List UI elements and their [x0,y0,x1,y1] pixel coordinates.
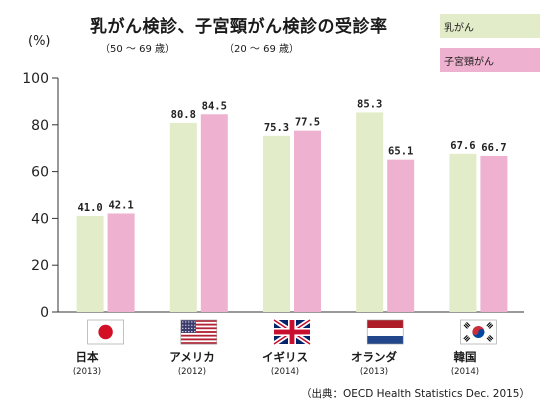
bar-breast [356,112,384,312]
usa-flag-icon [180,319,218,345]
country-label-korea: 韓国 [453,350,477,364]
bar-breast [169,122,197,312]
y-tick-label: 60 [31,165,49,181]
netherlands-flag-icon [366,319,404,345]
chart-title: 乳がん検診、子宮頸がん検診の受診率 [90,17,388,37]
country-label-japan: 日本 [75,350,99,364]
source-note: （出典：OECD Health Statistics Dec. 2015） [300,388,530,400]
y-tick-label: 100 [22,71,49,87]
data-label-cervical: 42.1 [108,199,133,211]
uk-flag-icon [272,317,312,347]
data-label-cervical: 66.7 [481,142,506,154]
data-label-cervical: 84.5 [202,100,227,112]
year-label-netherlands: (2013) [359,367,389,377]
bar-cervical [200,114,228,313]
year-label-usa: (2012) [177,367,207,377]
data-label-breast: 67.6 [450,140,475,152]
bar-cervical [387,159,415,312]
data-label-cervical: 65.1 [388,146,413,158]
legend-item-cervical: 子宮頸がん [440,48,540,72]
legend-label-cervical: 子宮頸がん [444,56,494,68]
country-label-uk: イギリス [262,350,308,364]
bar-breast [449,153,477,312]
country-label-usa: アメリカ [169,350,215,364]
year-label-uk: (2014) [270,367,300,377]
data-label-breast: 85.3 [357,98,382,110]
korea-flag-icon [460,319,497,345]
y-tick-label: 80 [31,118,49,134]
y-tick-label: 20 [31,258,49,274]
data-label-cervical: 77.5 [295,117,320,129]
data-label-breast: 80.8 [171,109,196,121]
y-tick-label: 0 [40,305,49,321]
bar-breast [263,135,290,312]
bar-cervical [480,155,508,312]
year-label-japan: (2013) [72,367,102,377]
breast-age-range: （50 ～ 69 歳） [100,44,175,55]
year-label-korea: (2014) [450,367,480,377]
legend-item-breast: 乳がん [440,14,540,38]
y-tick-label: 40 [31,211,49,227]
bar-cervical [107,213,135,312]
data-label-breast: 75.3 [264,122,289,134]
cervical-age-range: （20 ～ 69 歳） [224,44,299,55]
y-axis-unit: (%) [28,34,51,49]
bar-breast [76,216,104,312]
japan-flag-icon [87,319,124,345]
country-label-netherlands: オランダ [351,350,397,364]
bar-cervical [294,130,321,312]
legend-label-breast: 乳がん [444,22,474,34]
data-label-breast: 41.0 [77,202,102,214]
